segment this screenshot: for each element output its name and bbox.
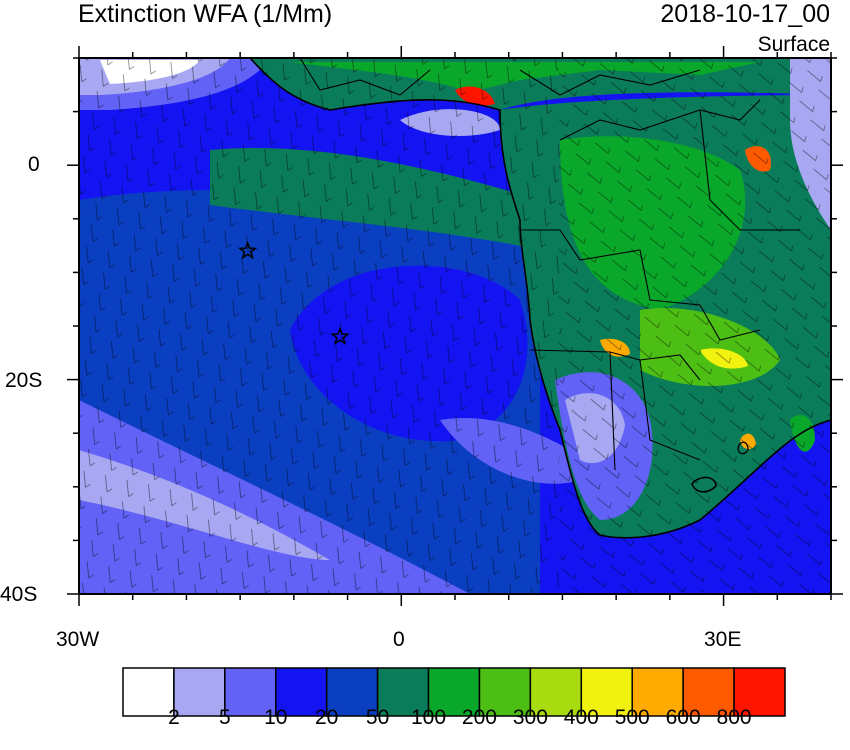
colorbar-label: 5 (219, 706, 231, 729)
axis-ticks (67, 46, 843, 606)
colorbar-label: 200 (461, 706, 497, 729)
lon-label-30e: 30E (704, 628, 742, 651)
colorbar-swatch (478, 667, 532, 717)
colorbar-label: 600 (665, 706, 701, 729)
lon-label-0: 0 (393, 628, 405, 651)
colorbar-label: 2 (168, 706, 180, 729)
map-markers (237, 240, 350, 346)
star-marker-2 (330, 326, 350, 346)
colorbar-swatch (733, 667, 786, 717)
colorbar-swatch (376, 667, 430, 717)
extinction-field (79, 58, 831, 594)
colorbar-swatch (682, 667, 735, 717)
map-level: Surface (757, 33, 830, 56)
lon-label-30w: 30W (56, 628, 100, 651)
colorbar-label: 400 (563, 706, 599, 729)
colorbar-label: 10 (264, 706, 288, 729)
colorbar-swatch (580, 667, 633, 717)
colorbar-label: 800 (716, 706, 752, 729)
colorbar-label: 500 (614, 706, 650, 729)
colorbar-label: 20 (315, 706, 339, 729)
colorbar-swatch (224, 667, 277, 717)
map-datetime: 2018-10-17_00 (660, 0, 830, 28)
lat-label-0: 0 (28, 153, 40, 176)
lat-label-20s: 20S (5, 369, 43, 392)
colorbar-swatch (325, 667, 379, 717)
lat-label-40s: 40S (0, 583, 38, 606)
colorbar-swatch (173, 667, 226, 717)
map-title: Extinction WFA (1/Mm) (78, 0, 333, 28)
colorbar-swatch (275, 667, 328, 717)
colorbar-label: 50 (365, 706, 390, 729)
colorbar-label: 100 (411, 706, 447, 729)
colorbar-swatch (122, 667, 175, 717)
colorbar-swatch (427, 667, 481, 717)
colorbar-label: 300 (512, 706, 548, 729)
star-marker-1 (237, 240, 258, 260)
